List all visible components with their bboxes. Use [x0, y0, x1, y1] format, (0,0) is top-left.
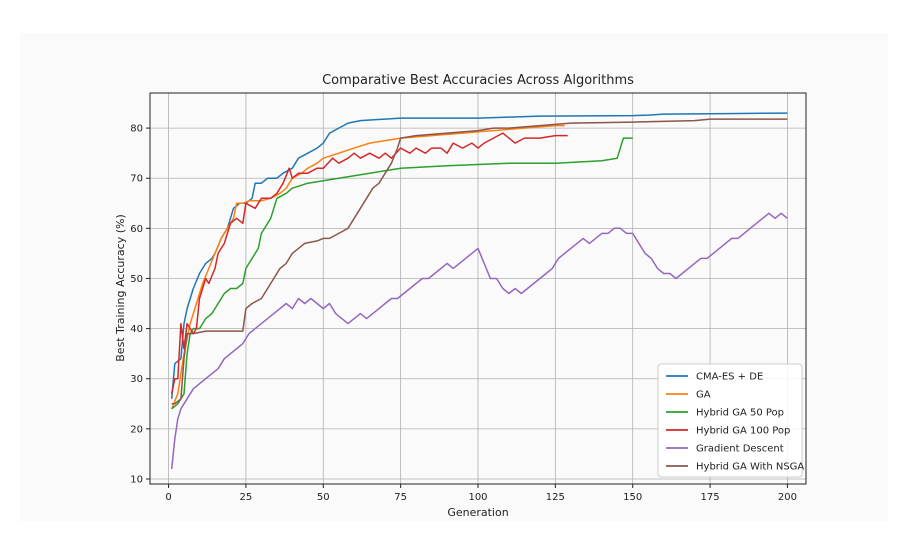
legend-label: CMA-ES + DE	[696, 372, 763, 383]
x-tick-label: 50	[317, 492, 330, 503]
y-tick-label: 80	[130, 124, 143, 135]
x-tick-label: 200	[778, 492, 797, 503]
series-line-4	[170, 132, 568, 394]
y-tick-label: 70	[130, 174, 143, 185]
x-axis-label: Generation	[447, 506, 508, 519]
legend-label: Hybrid GA 50 Pop	[696, 408, 784, 419]
legend: CMA-ES + DE GA Hybrid GA 50 Pop Hybrid GA 1…	[657, 363, 804, 478]
legend-label: Gradient Descent	[696, 444, 784, 455]
chart-title: Comparative Best Accuracies Across Algor…	[322, 73, 634, 88]
y-tick-label: 60	[130, 224, 143, 235]
x-tick-label: 25	[240, 492, 253, 503]
y-tick-label: 40	[130, 324, 143, 335]
y-axis-label: Best Training Accuracy (%)	[114, 214, 127, 362]
x-tick-label: 150	[623, 492, 642, 503]
series-lines	[170, 112, 788, 470]
x-ticks: 0 25 50 75 100 125 150 175 200	[165, 484, 797, 503]
legend-label: Hybrid GA With NSGA	[696, 462, 804, 473]
legend-label: GA	[696, 390, 711, 401]
series-line-6	[171, 118, 788, 405]
x-tick-label: 175	[701, 492, 720, 503]
legend-label: Hybrid GA 100 Pop	[696, 426, 790, 437]
y-tick-label: 20	[130, 424, 143, 435]
series-line-2	[171, 124, 565, 410]
y-tick-label: 30	[130, 374, 143, 385]
legend-box	[657, 363, 803, 478]
series-line-3	[171, 137, 633, 410]
y-tick-label: 10	[130, 474, 143, 485]
y-ticks: 10 20 30 40 50 60 70 80	[130, 124, 150, 485]
series-line-1	[170, 112, 788, 399]
x-tick-label: 125	[546, 492, 565, 503]
x-tick-label: 75	[394, 492, 407, 503]
x-tick-label: 100	[468, 492, 487, 503]
series-line-5	[170, 212, 788, 470]
x-tick-label: 0	[165, 492, 171, 503]
y-tick-label: 50	[130, 274, 143, 285]
